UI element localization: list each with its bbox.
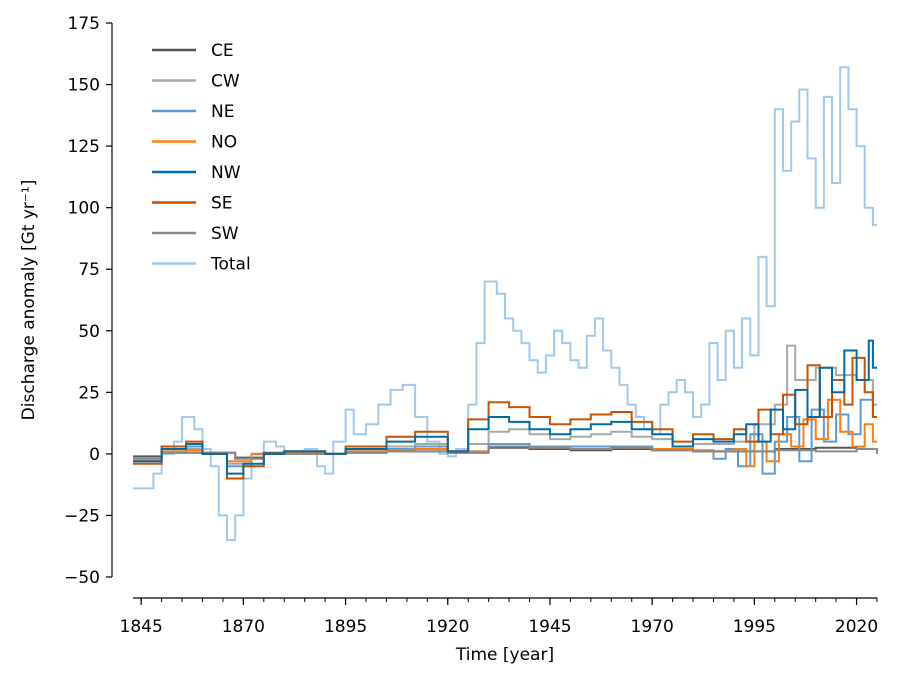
y-tick-label: 175 <box>68 14 100 34</box>
y-tick-label: 100 <box>68 199 100 219</box>
legend-label: SE <box>211 194 233 214</box>
y-ticks: −50 −25 0 25 50 75 100 125 150 175 <box>64 14 112 588</box>
x-tick-label: 1945 <box>528 617 571 637</box>
series-line-total <box>133 66 877 542</box>
y-tick-label: 125 <box>68 137 100 157</box>
x-tick-label: 1870 <box>222 617 265 637</box>
y-tick-label: 75 <box>78 260 100 280</box>
x-axis-label: Time [year] <box>455 645 554 665</box>
y-tick-label: 0 <box>89 445 100 465</box>
y-tick-label: 150 <box>68 76 100 96</box>
x-tick-label: 1970 <box>631 617 674 637</box>
x-tick-label: 2020 <box>835 617 878 637</box>
series-line-ce <box>133 446 878 459</box>
x-tick-label: 1895 <box>324 617 367 637</box>
legend-label: Total <box>210 255 251 275</box>
legend-label: NW <box>211 163 241 183</box>
legend-label: NE <box>211 102 234 122</box>
x-ticks: 1845 1870 1895 1920 1945 1970 1995 2020 <box>120 598 878 637</box>
legend-label: NO <box>211 133 237 153</box>
y-tick-label: 25 <box>78 383 100 403</box>
legend-label: CE <box>211 41 234 61</box>
y-tick-label: −50 <box>64 568 100 588</box>
x-tick-label: 1920 <box>426 617 469 637</box>
legend-label: CW <box>211 72 240 92</box>
series-group <box>133 66 878 542</box>
x-tick-label: 1995 <box>733 617 776 637</box>
y-tick-label: −25 <box>64 506 100 526</box>
series-line-ne <box>133 398 877 475</box>
series-line-nw <box>133 339 877 475</box>
axes: −50 −25 0 25 50 75 100 125 150 175 1845 1870 1895 19… <box>19 14 878 665</box>
y-axis-label: Discharge anomaly [Gt yr⁻¹] <box>19 180 39 421</box>
legend-label: SW <box>211 224 239 244</box>
y-tick-label: 50 <box>78 322 100 342</box>
legend: CE CW NE NO NW SE SW Total <box>152 41 251 275</box>
series-line-sw <box>133 445 878 460</box>
x-tick-label: 1845 <box>120 617 163 637</box>
